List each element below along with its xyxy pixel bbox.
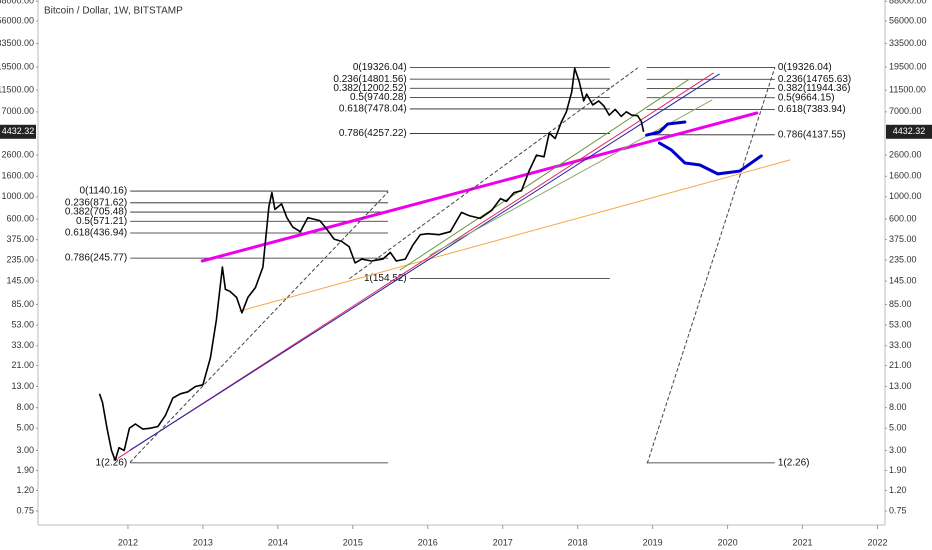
fib-label: 0.618(7478.04) (339, 104, 407, 115)
trend-line (399, 78, 690, 271)
x-tick-label: 2012 (118, 537, 138, 547)
x-tick-label: 2016 (418, 537, 438, 547)
y-tick-label-right: 1600.00 (889, 171, 922, 181)
x-tick-label: 2022 (867, 537, 887, 547)
y-tick-label: 85.00 (11, 299, 34, 309)
y-tick-label-right: 33500.00 (889, 38, 927, 48)
y-tick-label-right: 11500.00 (889, 85, 926, 95)
trend-line (129, 73, 720, 451)
chart-title: Bitcoin / Dollar, 1W, BITSTAMP (44, 6, 183, 17)
x-tick-label: 2019 (643, 537, 663, 547)
fib-label: 0.382(705.48) (65, 207, 127, 218)
trend-line (129, 191, 389, 463)
fib-label: 0(19326.04) (778, 62, 832, 73)
y-tick-label: 375.00 (6, 234, 34, 244)
y-tick-label: 13.00 (11, 381, 34, 391)
y-tick-label: 33500.00 (0, 38, 34, 48)
fib-label: 0.5(9664.15) (778, 92, 835, 103)
fib-label: 0.786(4257.22) (339, 128, 407, 139)
y-tick-label: 21.00 (11, 360, 34, 370)
y-tick-label: 1.90 (16, 465, 34, 475)
y-tick-label: 33.00 (11, 340, 34, 350)
y-tick-label: 235.00 (6, 254, 34, 264)
x-tick-label: 2021 (793, 537, 813, 547)
y-tick-label: 1600.00 (1, 171, 34, 181)
y-tick-label-right: 3.00 (889, 445, 907, 455)
trend-line (645, 120, 687, 137)
y-tick-label: 53.00 (11, 319, 34, 329)
y-tick-label-right: 1.90 (889, 465, 907, 475)
fib-label: 0.5(571.21) (76, 216, 127, 227)
fib-label: 0.236(871.62) (65, 197, 127, 208)
fib-label: 1(154.52) (364, 273, 407, 284)
y-tick-label: 11500.00 (0, 85, 34, 95)
y-tick-label: 7000.00 (1, 106, 34, 116)
y-tick-label-right: 2600.00 (889, 149, 922, 159)
y-tick-label-right: 600.00 (889, 213, 917, 223)
trend-line (657, 141, 763, 176)
fib-label: 0.786(245.77) (65, 253, 127, 264)
fib-label: 0.236(14801.56) (333, 74, 406, 85)
y-tick-label-right: 7000.00 (889, 106, 922, 116)
y-tick-label-right: 1.20 (889, 485, 907, 495)
fib-label: 1(2.26) (778, 458, 810, 469)
y-tick-label-right: 53.00 (889, 319, 912, 329)
fib-label: 1(2.26) (96, 458, 128, 469)
price-badge-label: 4432.32 (893, 126, 926, 136)
x-tick-label: 2018 (568, 537, 588, 547)
fib-label: 0.382(12002.52) (333, 83, 406, 94)
trend-line (349, 67, 639, 279)
y-tick-label-right: 88000.00 (889, 0, 927, 6)
y-tick-label: 0.75 (16, 505, 34, 515)
price-badge (0, 124, 36, 139)
x-tick-label: 2020 (718, 537, 738, 547)
trend-line (200, 111, 759, 263)
y-tick-label-right: 21.00 (889, 360, 912, 370)
y-tick-label: 145.00 (6, 276, 34, 286)
x-tick-label: 2015 (343, 537, 363, 547)
fib-label: 0.382(11944.36) (778, 83, 851, 94)
fib-label: 0(1140.16) (80, 186, 128, 197)
fib-label: 0.618(436.94) (65, 228, 127, 239)
y-tick-label-right: 33.00 (889, 340, 912, 350)
y-tick-label-right: 375.00 (889, 234, 917, 244)
y-tick-label: 56000.00 (0, 15, 34, 25)
y-tick-label-right: 145.00 (889, 276, 917, 286)
y-tick-label: 19500.00 (0, 61, 34, 71)
y-tick-label: 5.00 (16, 423, 34, 433)
y-tick-label: 3.00 (16, 445, 34, 455)
x-tick-label: 2014 (268, 537, 288, 547)
y-tick-label-right: 19500.00 (889, 61, 927, 71)
fib-label: 0.5(9740.28) (350, 92, 407, 103)
y-tick-label-right: 5.00 (889, 423, 907, 433)
y-tick-label: 88000.00 (0, 0, 34, 6)
y-tick-label: 2600.00 (1, 149, 34, 159)
x-tick-label: 2013 (193, 537, 213, 547)
price-badge-label: 4432.32 (2, 126, 35, 136)
fib-label: 0.236(14765.63) (778, 74, 851, 85)
y-tick-label-right: 0.75 (889, 505, 907, 515)
fib-label: 0.786(4137.55) (778, 129, 846, 140)
y-tick-label: 1000.00 (1, 191, 34, 201)
y-tick-label-right: 1000.00 (889, 191, 922, 201)
y-tick-label: 1.20 (16, 485, 34, 495)
trend-line (239, 159, 791, 312)
y-tick-label-right: 235.00 (889, 254, 917, 264)
y-tick-label-right: 56000.00 (889, 15, 927, 25)
trend-line (646, 67, 776, 464)
y-tick-label: 8.00 (16, 402, 34, 412)
y-tick-label-right: 85.00 (889, 299, 912, 309)
price-line (98, 67, 645, 462)
price-badge (886, 124, 932, 139)
x-tick-label: 2017 (493, 537, 513, 547)
y-tick-label: 600.00 (6, 213, 34, 223)
fib-label: 0.618(7383.94) (778, 104, 846, 115)
y-tick-label-right: 8.00 (889, 402, 907, 412)
fib-label: 0(19326.04) (353, 62, 407, 73)
y-tick-label-right: 13.00 (889, 381, 912, 391)
